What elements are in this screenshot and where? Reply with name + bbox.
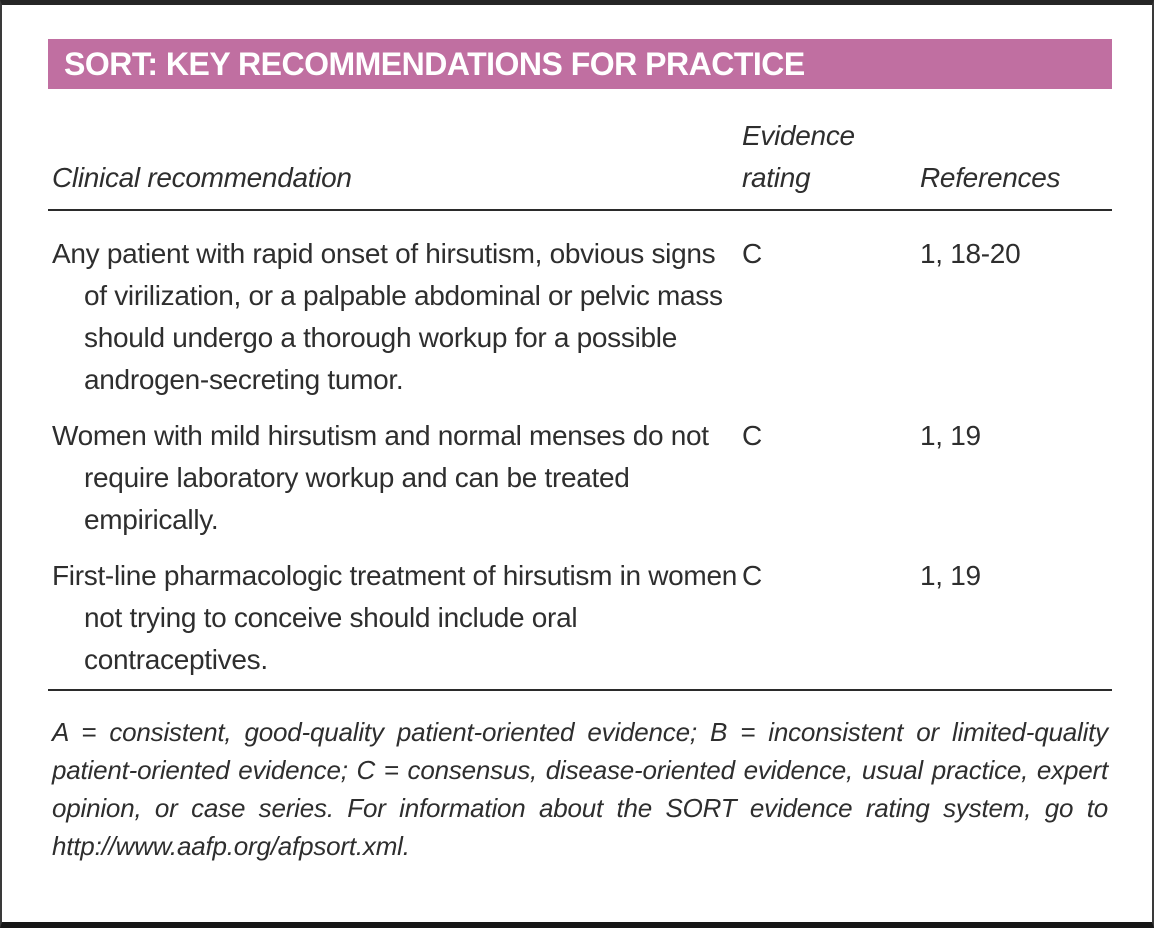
table-row: Any patient with rapid onset of hirsutis… — [48, 233, 1112, 401]
recommendation-text: Women with mild hirsutism and normal men… — [52, 420, 709, 535]
references-value: 1, 19 — [920, 420, 981, 451]
evidence-rating-value: C — [742, 238, 762, 269]
recommendation-text: Any patient with rapid onset of hirsutis… — [52, 238, 723, 395]
evidence-rating-value: C — [742, 560, 762, 591]
column-header-references: References — [920, 162, 1061, 193]
table-body: Any patient with rapid onset of hirsutis… — [48, 211, 1112, 689]
header-rule — [48, 209, 1112, 211]
column-header-clinical-recommendation: Clinical recommendation — [52, 162, 352, 193]
column-header-evidence-rating: Evidence rating — [742, 120, 855, 193]
references-value: 1, 19 — [920, 560, 981, 591]
sort-table-content: SORT: KEY RECOMMENDATIONS FOR PRACTICE C… — [48, 39, 1112, 865]
footer-rule — [48, 689, 1112, 691]
recommendation-text: First-line pharmacologic treatment of hi… — [52, 560, 738, 675]
references-value: 1, 18-20 — [920, 238, 1021, 269]
sort-evidence-key-footnote: A = consistent, good-quality patient-ori… — [52, 717, 1108, 861]
sort-table-title: SORT: KEY RECOMMENDATIONS FOR PRACTICE — [64, 46, 805, 82]
table-header-row: Clinical recommendation Evidence rating … — [48, 89, 1112, 209]
table-row: Women with mild hirsutism and normal men… — [48, 415, 1112, 541]
sort-table-title-bar: SORT: KEY RECOMMENDATIONS FOR PRACTICE — [48, 39, 1112, 89]
table-row: First-line pharmacologic treatment of hi… — [48, 555, 1112, 681]
evidence-rating-value: C — [742, 420, 762, 451]
